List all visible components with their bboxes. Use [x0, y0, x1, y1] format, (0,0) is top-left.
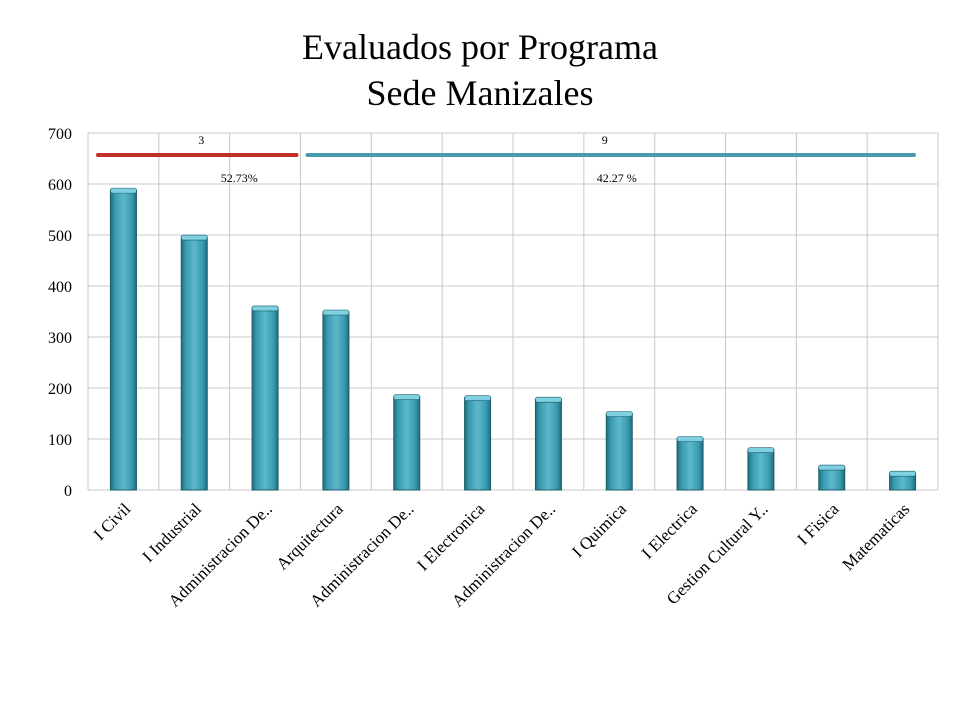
bar-body — [534, 398, 562, 491]
bar — [818, 464, 846, 491]
group-markers: 3 52.73% 9 42.27 % — [96, 133, 916, 185]
bar-body — [251, 307, 279, 491]
group-marker: 3 52.73% — [96, 133, 299, 185]
x-tick-label: I Industrial — [139, 499, 206, 566]
y-tick-label: 400 — [48, 279, 72, 296]
bar — [251, 305, 279, 491]
bar-body — [322, 311, 350, 491]
bar — [676, 436, 704, 491]
y-axis: 0 100 200 300 400 500 600 700 — [48, 126, 72, 500]
bar — [322, 309, 350, 491]
y-tick-label: 0 — [64, 483, 72, 500]
y-tick-label: 700 — [48, 126, 72, 143]
bar-cap — [676, 436, 704, 442]
bar — [889, 470, 917, 491]
bar — [393, 394, 421, 491]
bar — [747, 447, 775, 491]
bar-cap — [747, 447, 775, 454]
bar — [464, 395, 492, 491]
bar-cap — [818, 464, 846, 471]
bar — [109, 187, 137, 491]
y-tick-label: 100 — [48, 432, 72, 449]
chart-title-block: Evaluados por Programa Sede Manizales — [0, 24, 960, 116]
x-tick-label: Matematicas — [839, 499, 914, 574]
bar-cap — [322, 309, 350, 316]
bar-cap — [180, 234, 208, 241]
bar-body — [605, 413, 633, 491]
y-tick-label: 200 — [48, 381, 72, 398]
group-marker: 9 42.27 % — [305, 133, 916, 185]
bar — [605, 411, 633, 491]
x-tick-label: I Quimica — [568, 499, 630, 561]
y-tick-label: 500 — [48, 228, 72, 245]
x-tick-label: Arquitectura — [273, 499, 348, 574]
bar-cap — [110, 187, 137, 194]
x-tick-label: I Electronica — [413, 499, 488, 574]
y-tick-label: 300 — [48, 330, 72, 347]
chart-subtitle: Sede Manizales — [366, 73, 594, 113]
group-count-label: 3 — [198, 133, 204, 147]
group-count-label: 9 — [602, 133, 608, 147]
y-tick-label: 600 — [48, 177, 72, 194]
x-tick-label: I Electrica — [638, 499, 701, 562]
x-tick-label: I Civil — [90, 499, 135, 544]
bar — [534, 396, 562, 491]
bar-cap — [464, 395, 491, 401]
bar-cap — [251, 305, 279, 312]
bar-body — [393, 396, 421, 491]
bar-body — [747, 449, 775, 491]
gridlines — [87, 132, 939, 491]
bar-cap — [889, 470, 916, 477]
bar — [180, 234, 208, 491]
bar-cap — [605, 411, 633, 417]
x-tick-label: I Fisica — [793, 499, 842, 548]
bar-body — [676, 437, 704, 491]
group-percent-label: 52.73% — [221, 171, 258, 185]
bars — [109, 187, 917, 491]
bar-body — [818, 466, 846, 491]
group-percent-label: 42.27 % — [597, 171, 637, 185]
bar-body — [180, 236, 208, 491]
bar-cap — [393, 394, 421, 400]
bar-body — [109, 189, 137, 491]
bar-body — [464, 397, 492, 491]
chart-title: Evaluados por Programa — [302, 27, 658, 67]
bar-cap — [535, 396, 562, 403]
